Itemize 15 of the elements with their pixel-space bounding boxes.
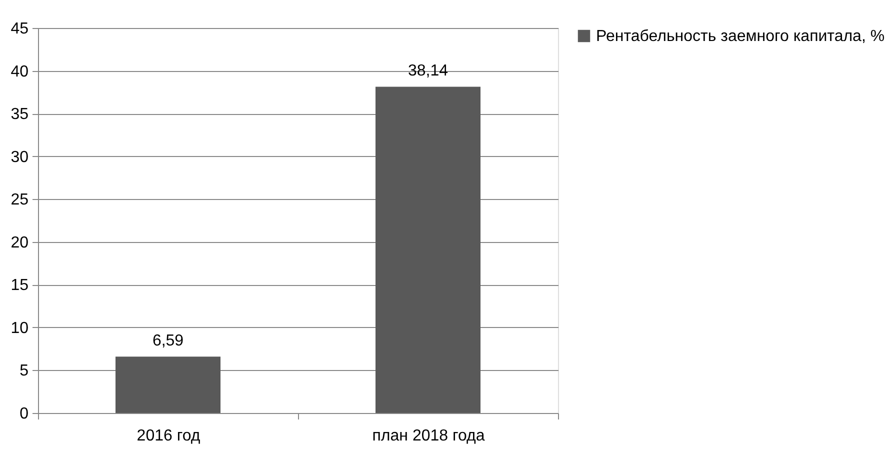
data-label: 6,59: [152, 332, 184, 350]
y-tick-label: 30: [10, 148, 29, 166]
y-tick-label: 10: [10, 320, 29, 337]
legend-label: Рентабельность заемного капитала, %: [596, 28, 885, 45]
x-tick-label: 2016 год: [136, 428, 201, 444]
y-tick-label: 20: [10, 234, 29, 252]
y-tick-label: 0: [20, 406, 29, 422]
y-tick-label: 40: [10, 63, 29, 80]
y-tick-label: 35: [10, 106, 29, 124]
y-tick-label: 25: [10, 192, 29, 209]
y-tick-label: 5: [20, 362, 29, 380]
x-tick-label: план 2018 года: [372, 428, 485, 444]
y-tick-label: 15: [10, 277, 29, 294]
y-tick-label: 45: [10, 20, 29, 38]
data-label: 38,14: [408, 62, 448, 80]
